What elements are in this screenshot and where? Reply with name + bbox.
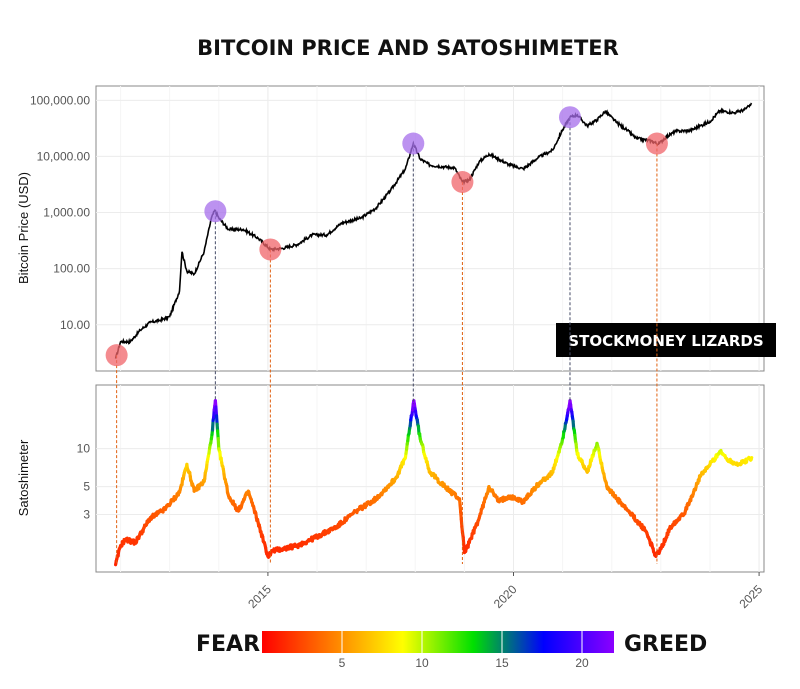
- cycle-bottom-marker: [105, 344, 128, 367]
- price-y-tick-label: 10.00: [60, 318, 90, 332]
- satoshimeter-y-tick-label: 3: [83, 508, 90, 522]
- legend-tick-label: 20: [575, 656, 589, 670]
- chart-title: BITCOIN PRICE AND SATOSHIMETER: [197, 36, 619, 60]
- satoshimeter-segment: [216, 437, 221, 451]
- cycle-bottom-marker: [451, 171, 474, 194]
- x-tick-label: 2025: [736, 582, 765, 611]
- price-panel: 10.00 100.00 1,000.00 10,000.00 100,000.00 B…: [16, 85, 776, 372]
- satoshimeter-panel-frame: [95, 384, 765, 573]
- watermark-text: STOCKMONEY LIZARDS: [568, 332, 763, 350]
- legend-tick-label: 10: [415, 656, 429, 670]
- satoshimeter-series-line: [113, 399, 754, 567]
- satoshimeter-y-tick-label: 10: [77, 442, 91, 456]
- cycle-annotations: [105, 106, 668, 564]
- cycle-top-marker: [204, 200, 227, 223]
- cycle-top-marker: [402, 132, 425, 155]
- satoshimeter-y-axis-label: Satoshimeter: [16, 439, 31, 516]
- price-y-axis-label: Bitcoin Price (USD): [16, 172, 31, 284]
- x-tick-label: 2015: [245, 582, 274, 611]
- x-tick-labels: 2015 2020 2025: [245, 572, 765, 611]
- legend-tick-label: 5: [339, 656, 346, 670]
- price-gridlines: [96, 86, 764, 371]
- price-y-tick-labels: 10.00 100.00 1,000.00 10,000.00 100,000.00: [30, 93, 90, 331]
- legend-color-bar: [262, 631, 614, 653]
- legend-tick-label: 15: [495, 656, 509, 670]
- satoshimeter-y-tick-label: 5: [83, 480, 90, 494]
- legend-tick-labels: 5 10 15 20: [339, 631, 589, 670]
- cycle-bottom-marker: [259, 238, 282, 261]
- cycle-top-marker: [558, 106, 581, 129]
- satoshimeter-segment: [749, 456, 754, 462]
- price-y-tick-label: 10,000.00: [37, 149, 91, 163]
- satoshimeter-panel: 3 5 10 Satoshimeter 2015 2020 2025: [16, 384, 765, 611]
- x-tick-label: 2020: [491, 582, 520, 611]
- price-y-tick-label: 1,000.00: [43, 206, 90, 220]
- price-y-tick-label: 100,000.00: [30, 93, 90, 107]
- price-series-line: [114, 102, 753, 359]
- price-y-tick-label: 100.00: [53, 262, 90, 276]
- fear-greed-legend: FEAR 5 10 15 20 GREED: [196, 631, 707, 670]
- legend-greed-label: GREED: [624, 632, 707, 657]
- legend-fear-label: FEAR: [196, 632, 260, 657]
- satoshimeter-y-tick-labels: 3 5 10: [77, 442, 91, 522]
- watermark-box: [556, 323, 776, 357]
- cycle-bottom-marker: [645, 132, 668, 155]
